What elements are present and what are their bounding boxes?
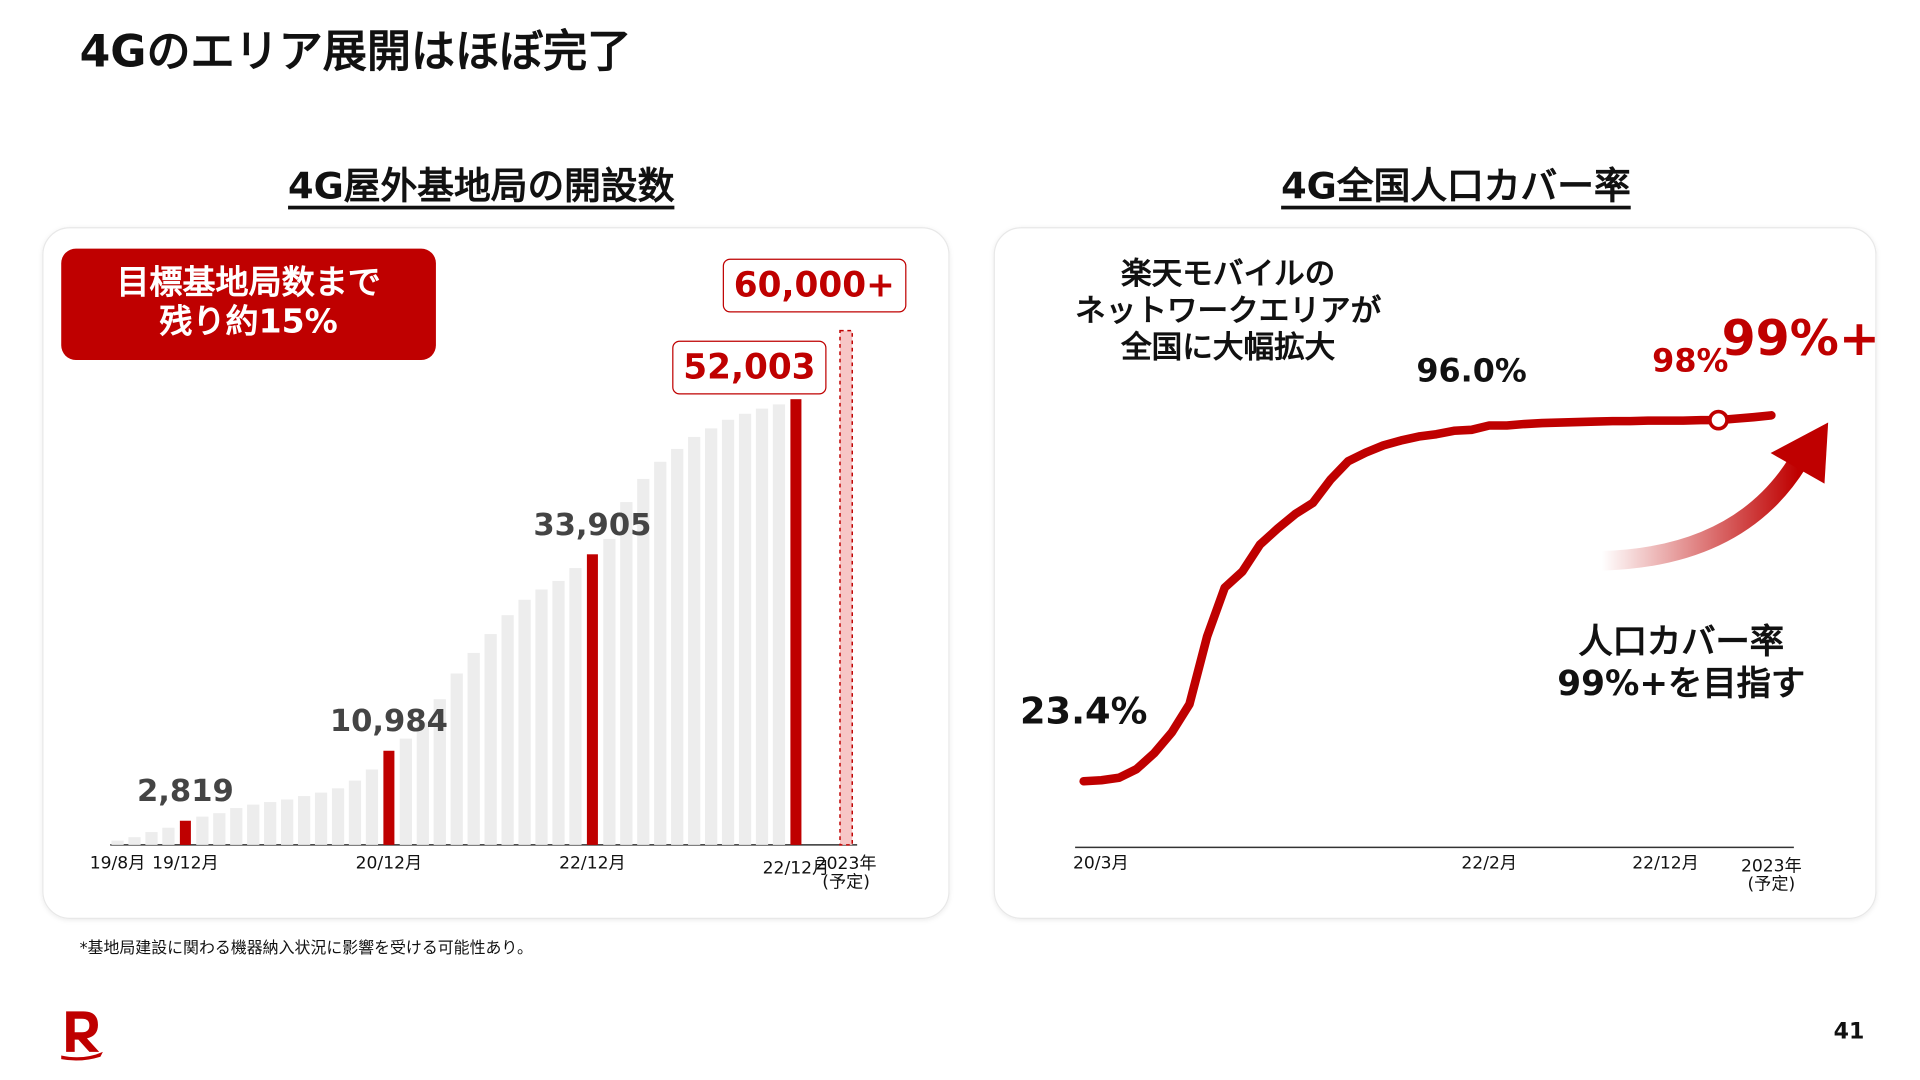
bar <box>467 652 480 845</box>
bar <box>213 813 226 845</box>
annotation: 人口カバー率 99%+を目指す <box>1557 621 1806 703</box>
bar <box>535 589 548 845</box>
bar <box>637 478 650 845</box>
arrow <box>1601 457 1806 571</box>
bar-highlight <box>586 554 598 845</box>
bar <box>484 634 497 845</box>
bar <box>518 599 531 845</box>
chart-title: 4G全国人口カバー率 <box>1281 165 1631 209</box>
footnote: *基地局建設に関わる機器納入状況に影響を受ける可能性あり。 <box>79 939 533 958</box>
annotation-box <box>61 248 436 361</box>
bar <box>281 799 294 845</box>
value-label: 96.0% <box>1416 353 1527 390</box>
bar <box>348 780 362 845</box>
page-number: 41 <box>1833 1019 1865 1045</box>
bar <box>264 802 277 845</box>
bar <box>671 448 684 845</box>
bar <box>705 428 718 845</box>
value-label: 2,819 <box>136 772 234 809</box>
bar <box>145 832 158 845</box>
bar <box>688 436 701 845</box>
page-title: 4Gのエリア展開はほぼ完了 <box>79 27 632 78</box>
x-tick-label: 20/12月 <box>355 853 423 874</box>
arrow-head <box>1770 422 1829 484</box>
logo <box>61 1011 103 1061</box>
bar <box>772 404 786 845</box>
value-label: 60,000+ <box>722 258 906 313</box>
bar <box>111 840 124 845</box>
bar <box>654 461 667 845</box>
value-label: 33,905 <box>533 506 652 543</box>
bar-highlight <box>383 750 395 845</box>
bar <box>721 419 735 845</box>
bar <box>365 769 379 845</box>
x-tick-label: 22/12月 <box>559 853 626 874</box>
line <box>1079 411 1776 786</box>
bar <box>399 738 412 845</box>
bar <box>196 816 209 845</box>
annotation: 目標基地局数まで 残り約15% <box>116 264 381 342</box>
bar <box>128 837 141 845</box>
value-label: 23.4% <box>1019 690 1148 734</box>
marker <box>1708 409 1729 431</box>
bar <box>162 827 175 845</box>
x-tick-label: 19/8月 <box>89 853 146 874</box>
bar-highlight <box>790 399 802 845</box>
bar <box>416 722 429 845</box>
bar <box>501 615 514 845</box>
bar <box>738 413 752 845</box>
x-tick-label: 19/12月 <box>152 853 219 874</box>
chart-title: 4G屋外基地局の開設数 <box>288 165 675 209</box>
x-tick-label: 2023年 (予定) <box>1740 856 1802 896</box>
bar <box>247 804 260 845</box>
x-tick-label: 22/12月 <box>762 858 830 879</box>
bar <box>297 796 311 845</box>
bar-highlight <box>179 820 191 845</box>
bar <box>433 699 446 845</box>
bar <box>603 538 616 845</box>
annotation: 楽天モバイルの ネットワークエリアが 全国に大幅拡大 <box>1075 255 1382 365</box>
bar <box>230 808 243 845</box>
bar <box>620 502 633 845</box>
x-tick-label: 20/3月 <box>1072 853 1129 874</box>
bar <box>755 408 769 845</box>
bar <box>450 673 463 845</box>
bar <box>552 580 565 845</box>
bar-forecast <box>839 329 853 846</box>
x-tick-label: 22/2月 <box>1461 853 1518 874</box>
value-label: 99%+ <box>1721 311 1880 368</box>
x-tick-label: 2023年 (予定) <box>815 854 877 893</box>
value-label: 98% <box>1652 343 1729 381</box>
value-label: 52,003 <box>672 340 827 395</box>
panel <box>993 227 1877 919</box>
value-label: 10,984 <box>329 702 448 739</box>
bar <box>331 788 345 845</box>
bar <box>314 792 328 845</box>
bar <box>569 568 582 845</box>
x-tick-label: 22/12月 <box>1632 853 1699 874</box>
